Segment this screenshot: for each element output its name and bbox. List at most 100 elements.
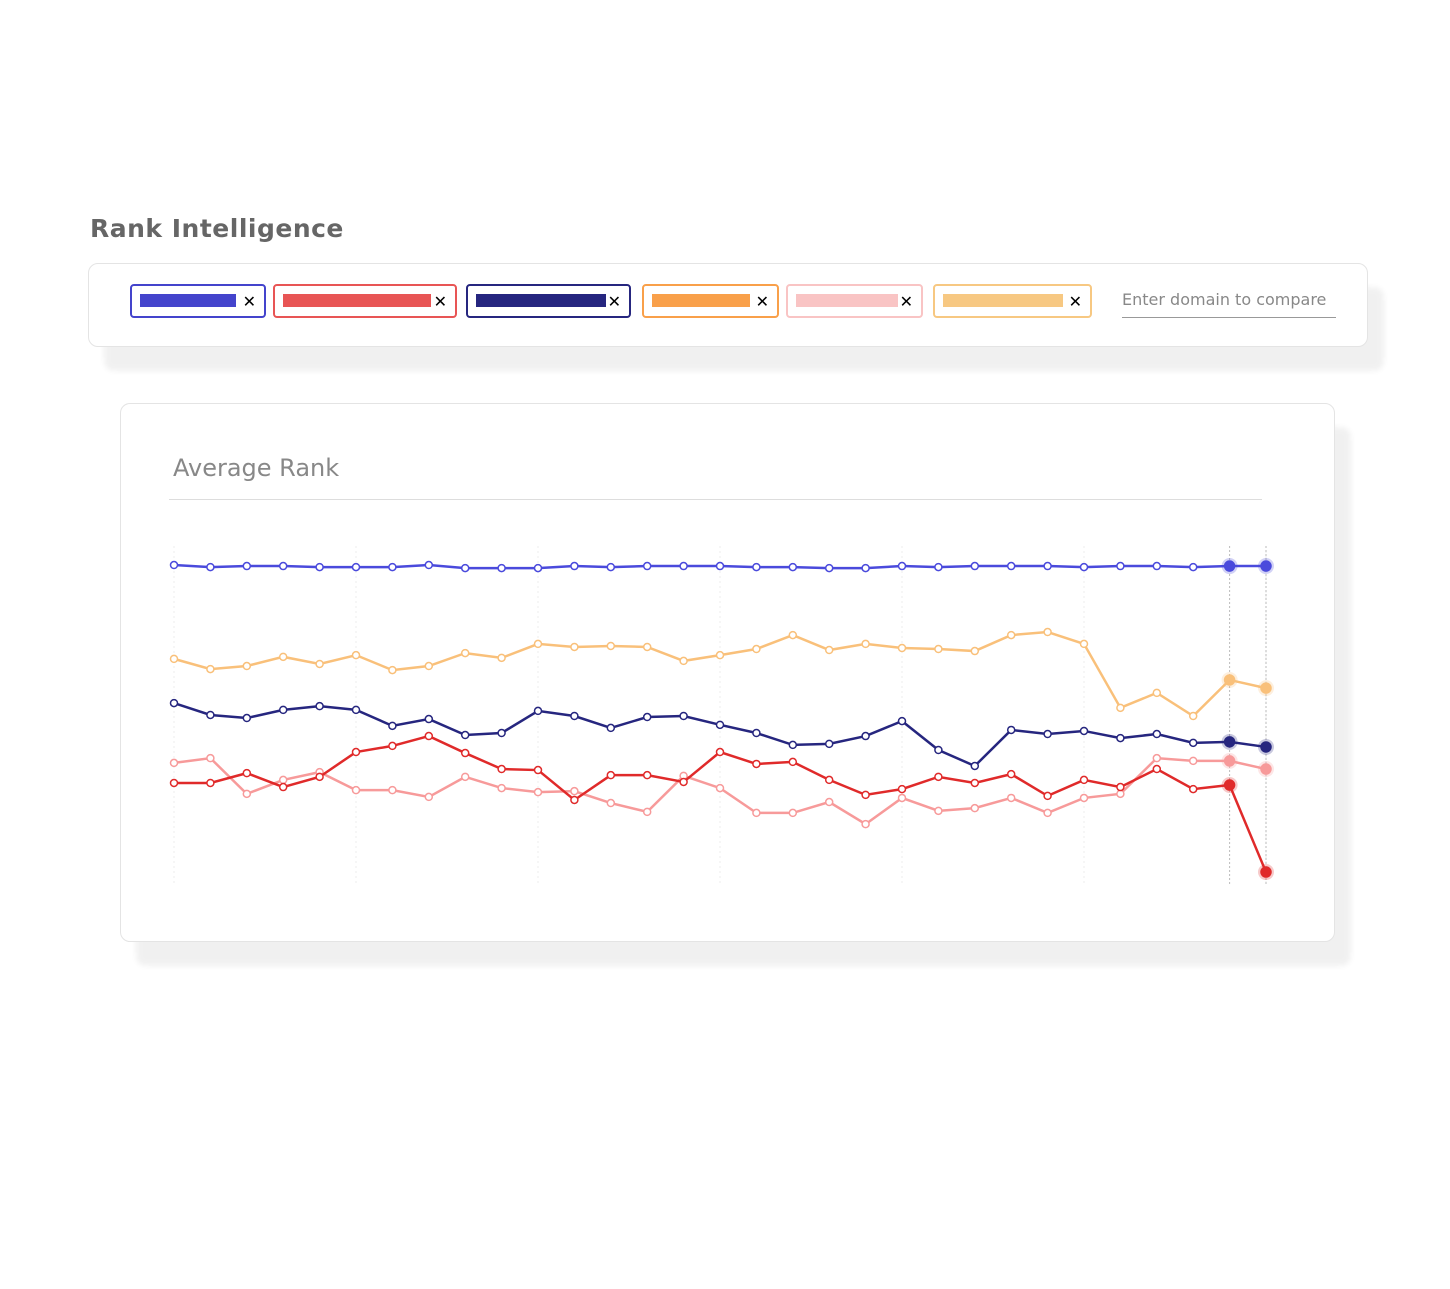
point [824, 775, 834, 785]
point [315, 701, 324, 711]
point [897, 716, 907, 726]
point [1043, 729, 1052, 739]
point [278, 775, 288, 785]
point [206, 778, 215, 788]
point [570, 786, 579, 796]
point [497, 653, 506, 663]
domain-chip: ✕ [933, 284, 1092, 318]
point [351, 747, 361, 757]
point [788, 757, 798, 767]
point [970, 646, 980, 656]
remove-button[interactable]: ✕ [755, 292, 769, 311]
point [1079, 793, 1089, 803]
point [1079, 775, 1089, 785]
point [679, 561, 688, 571]
point [715, 783, 725, 793]
point [1043, 627, 1052, 637]
point [533, 639, 543, 649]
point [497, 783, 506, 793]
point [1116, 703, 1125, 713]
point [1079, 639, 1089, 649]
domain-chip: ✕ [466, 284, 631, 318]
remove-button[interactable]: ✕ [899, 292, 913, 311]
point [570, 711, 579, 721]
point [169, 560, 179, 570]
point [752, 562, 761, 572]
point [351, 785, 361, 795]
point [715, 561, 725, 571]
point [206, 664, 215, 674]
point [242, 661, 252, 671]
point [1260, 560, 1272, 572]
point [679, 656, 688, 666]
chip-color [652, 294, 750, 307]
point [278, 561, 288, 571]
point [351, 650, 361, 660]
chart-card: Average Rank [120, 403, 1335, 942]
point [752, 808, 761, 818]
point [897, 643, 907, 653]
domain-chip: ✕ [130, 284, 266, 318]
point [278, 782, 288, 792]
point [1006, 793, 1016, 803]
remove-button[interactable]: ✕ [607, 292, 621, 311]
point [533, 765, 543, 775]
point [424, 560, 434, 570]
point [533, 706, 543, 716]
point [315, 562, 324, 572]
point [460, 730, 470, 740]
point [934, 644, 943, 654]
chip-color [476, 294, 606, 307]
point [606, 770, 616, 780]
point [1116, 733, 1125, 743]
point [1116, 782, 1125, 792]
point [606, 723, 616, 733]
point [1223, 755, 1236, 767]
point [315, 772, 324, 782]
point [861, 639, 870, 649]
point [242, 561, 252, 571]
point [788, 562, 798, 572]
point [934, 806, 943, 816]
point [1006, 769, 1016, 779]
point [497, 563, 506, 573]
domain-input[interactable]: Enter domain to compare [1122, 290, 1336, 318]
point [788, 808, 798, 818]
point [1116, 789, 1125, 799]
point [1223, 736, 1236, 748]
point [206, 562, 215, 572]
point [497, 764, 506, 774]
chart [169, 546, 1274, 886]
point [824, 645, 834, 655]
point [388, 721, 397, 731]
point [1223, 779, 1236, 791]
point [242, 713, 252, 723]
point [570, 642, 579, 652]
point [1043, 808, 1052, 818]
remove-button[interactable]: ✕ [433, 292, 447, 311]
remove-button[interactable]: ✕ [1068, 292, 1082, 311]
point [1152, 753, 1162, 763]
point [1152, 688, 1162, 698]
point [970, 561, 980, 571]
point [715, 747, 725, 757]
point [642, 712, 652, 722]
point [606, 562, 616, 572]
remove-button[interactable]: ✕ [242, 292, 256, 311]
point [460, 563, 470, 573]
point [570, 561, 579, 571]
point [606, 798, 616, 808]
point [424, 792, 434, 802]
point [1152, 764, 1162, 774]
title-rule [169, 499, 1262, 500]
chip-color [283, 294, 431, 307]
point [752, 759, 761, 769]
point [206, 710, 215, 720]
point [1006, 561, 1016, 571]
point [788, 740, 798, 750]
point [388, 785, 397, 795]
point [242, 789, 252, 799]
point [934, 562, 943, 572]
point [1188, 711, 1198, 721]
point [388, 665, 397, 675]
